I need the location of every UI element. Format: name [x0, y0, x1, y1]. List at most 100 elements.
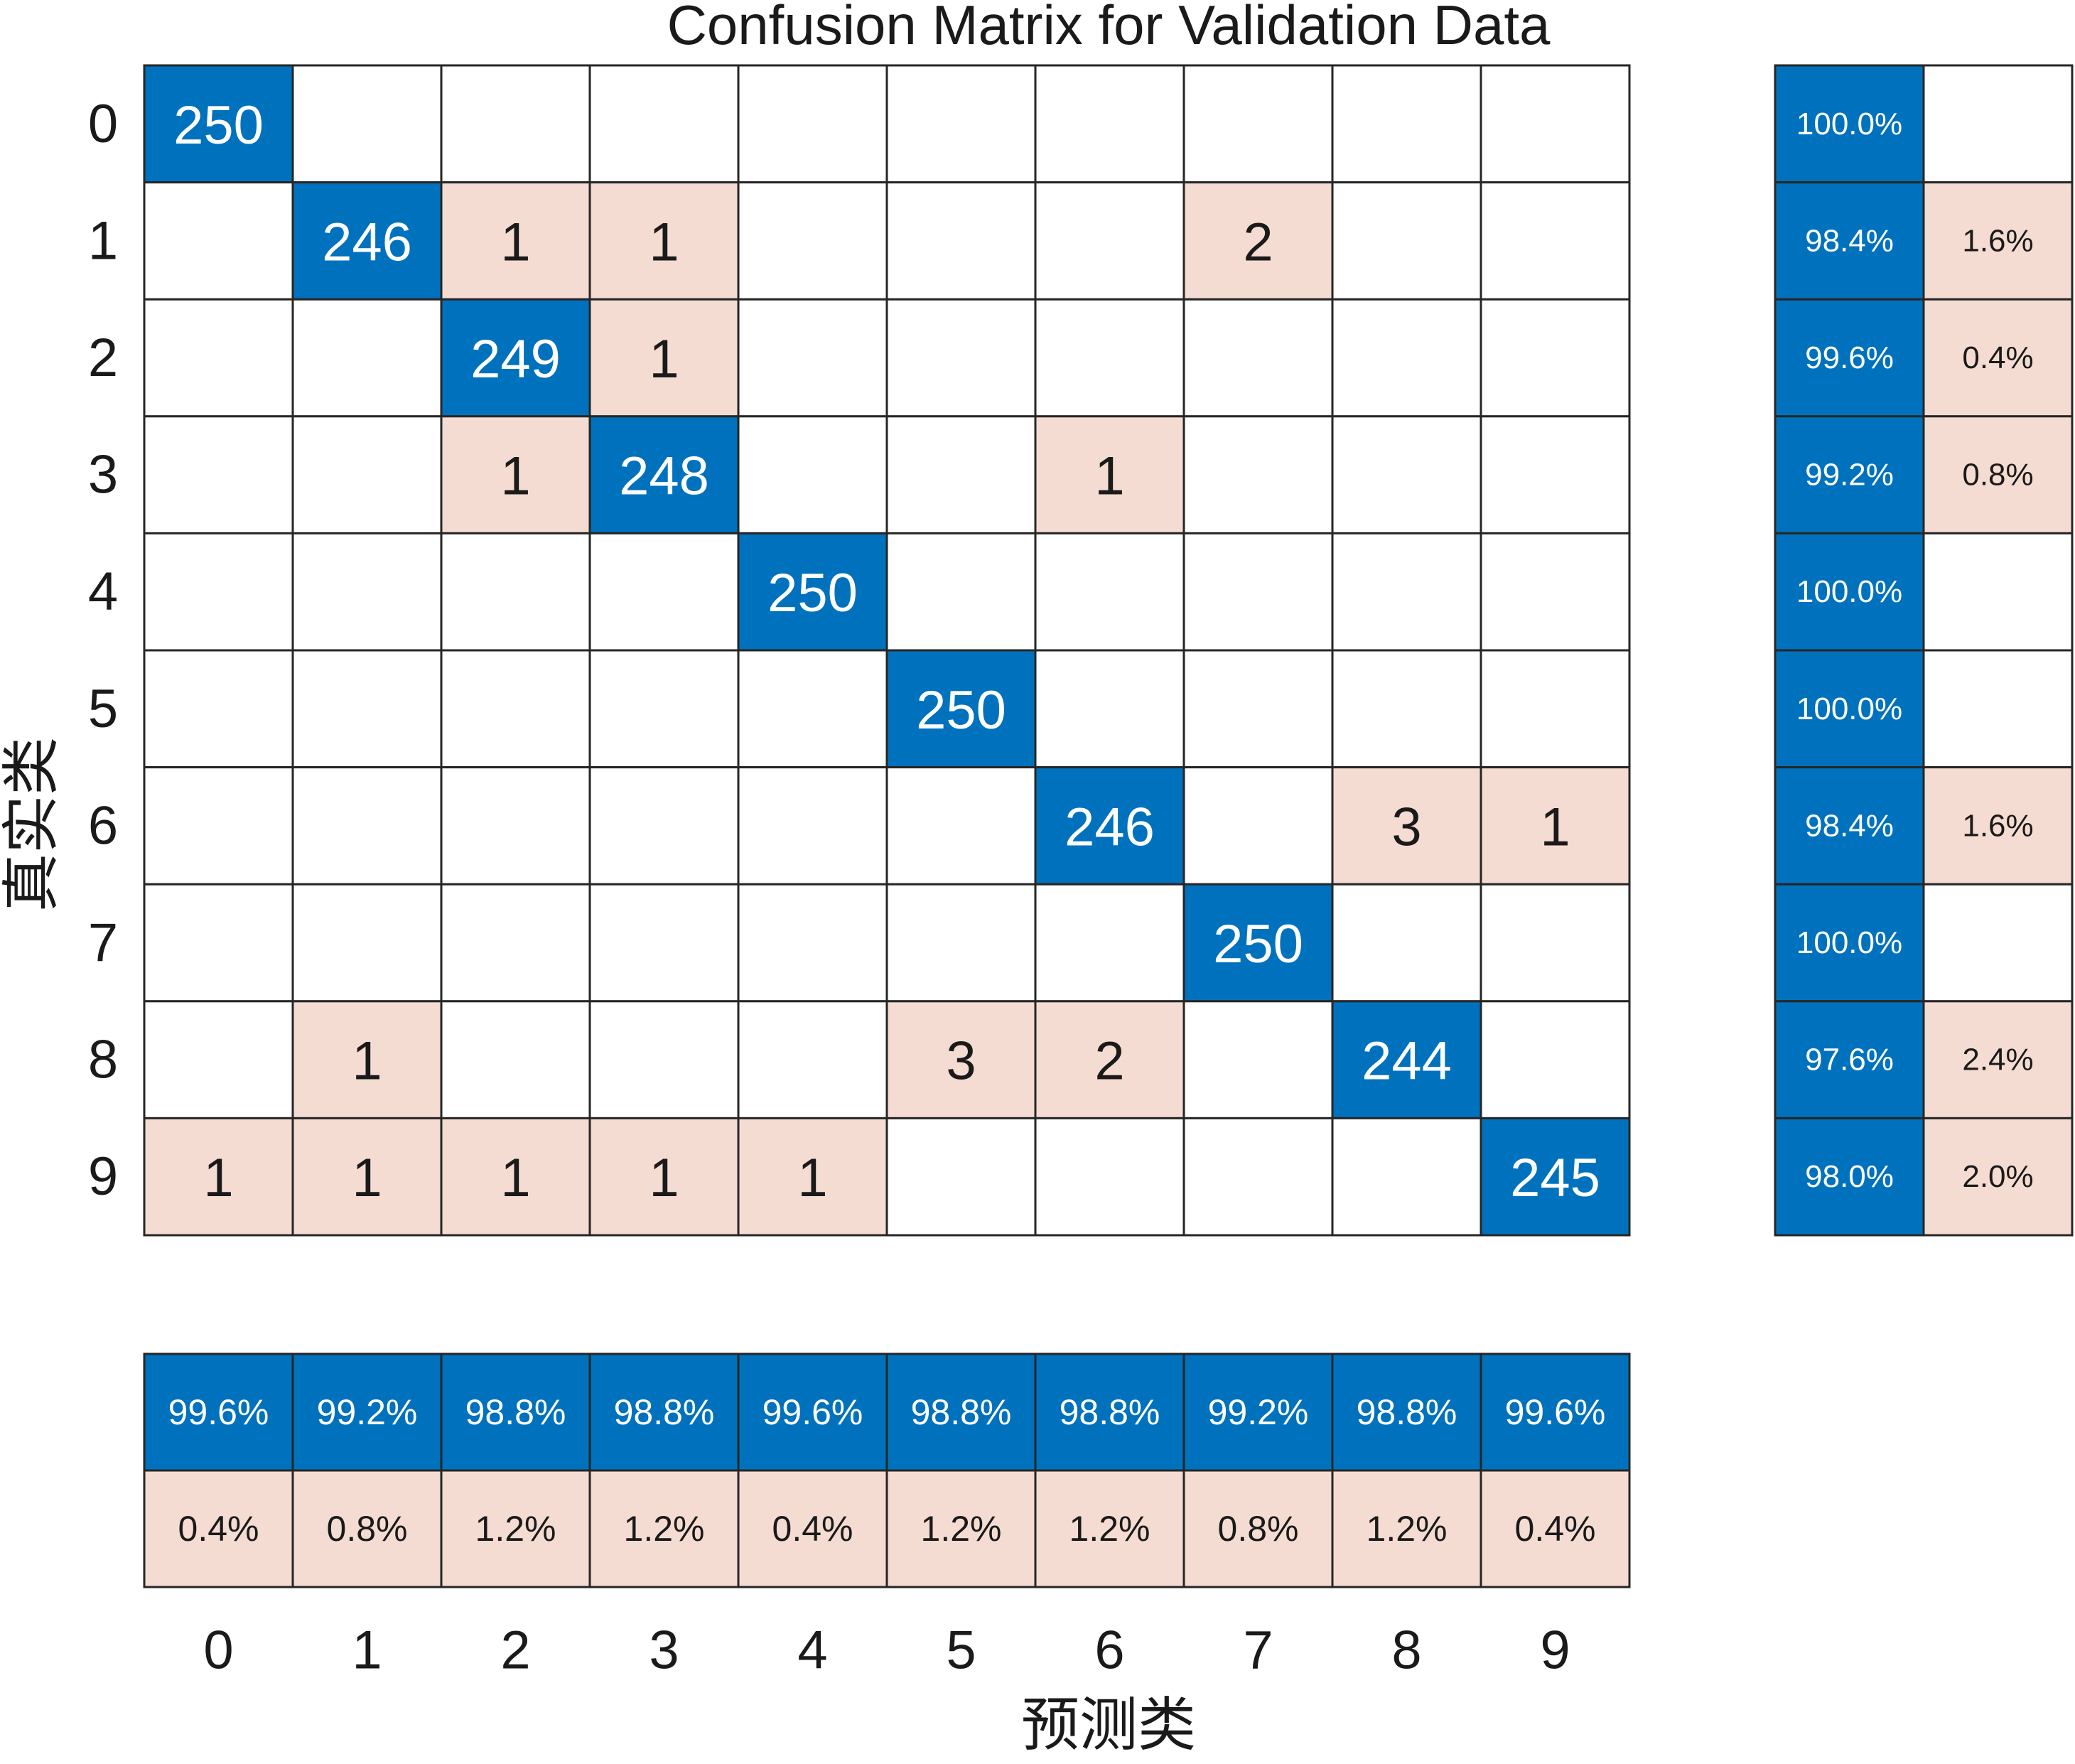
matrix-cell: [1331, 298, 1482, 418]
column-summary-correct-cell: [588, 1352, 740, 1472]
matrix-cell: [291, 415, 443, 534]
matrix-cell: [291, 649, 443, 769]
matrix-cell: [885, 181, 1037, 301]
column-tick-label: 5: [946, 1620, 976, 1681]
matrix-cell: [737, 1000, 888, 1119]
column-summary-incorrect-cell: [440, 1469, 591, 1588]
column-summary-incorrect-cell: [291, 1469, 443, 1588]
matrix-cell: [1182, 415, 1334, 534]
x-axis-label: 预测类: [1021, 1692, 1196, 1759]
matrix-cell: [885, 1117, 1037, 1237]
matrix-cell: [1480, 532, 1631, 652]
matrix-cell: [1480, 883, 1631, 1003]
matrix-cell: [885, 1000, 1037, 1119]
row-summary-incorrect-cell: [1922, 766, 2074, 886]
matrix-cell: [1182, 532, 1334, 652]
matrix-cell: [1182, 64, 1334, 184]
row-summary-incorrect-cell: [1922, 64, 2074, 184]
column-tick-label: 9: [1540, 1620, 1570, 1681]
matrix-cell: [291, 766, 443, 886]
matrix-cell: [440, 64, 591, 184]
column-tick-label: 7: [1243, 1620, 1273, 1681]
matrix-cell: [440, 415, 591, 534]
row-summary-correct-value: 100.0%: [1796, 692, 1902, 726]
matrix-cell: [1182, 1117, 1334, 1237]
row-summary-correct-cell: [1774, 1117, 1925, 1237]
column-summary-correct-value: 98.8%: [911, 1392, 1012, 1432]
row-summary-correct-cell: [1774, 64, 1925, 184]
matrix-cell: [737, 181, 888, 301]
row-tick-label: 7: [88, 913, 118, 973]
row-summary-correct-value: 100.0%: [1796, 925, 1902, 960]
matrix-cell: [440, 532, 591, 652]
matrix-cell: [440, 181, 591, 301]
row-summary-incorrect-cell: [1922, 1000, 2074, 1119]
column-summary-incorrect-cell: [1480, 1469, 1631, 1588]
row-summary-correct-value: 100.0%: [1796, 574, 1902, 609]
matrix-cell: [885, 883, 1037, 1003]
matrix-cell: [440, 298, 591, 418]
matrix-cell-value: 2: [1243, 212, 1273, 272]
matrix-cell: [143, 883, 294, 1003]
matrix-cell: [291, 532, 443, 652]
row-tick-label: 5: [88, 679, 118, 739]
matrix-cell: [588, 766, 740, 886]
row-summary-correct-value: 98.4%: [1805, 808, 1894, 843]
matrix-cell: [1034, 181, 1185, 301]
column-summary-incorrect-value: 0.4%: [1515, 1509, 1596, 1549]
column-summary-incorrect-value: 1.2%: [1069, 1509, 1150, 1549]
column-summary-correct-value: 98.8%: [465, 1392, 566, 1432]
matrix-cell: [885, 298, 1037, 418]
matrix-cell: [1331, 181, 1482, 301]
matrix-cell: [1182, 1000, 1334, 1119]
matrix-cell: [1331, 415, 1482, 534]
matrix-cell-value: 1: [500, 446, 530, 507]
matrix-cell: [885, 766, 1037, 886]
matrix-cell: [885, 64, 1037, 184]
row-summary-correct-value: 98.0%: [1805, 1159, 1894, 1194]
matrix-cell: [1331, 532, 1482, 652]
row-summary-incorrect-cell: [1922, 883, 2074, 1003]
matrix-cell-value: 1: [1540, 797, 1570, 857]
row-summary-incorrect-cell: [1922, 415, 2074, 534]
matrix-cell-value: 1: [649, 329, 679, 389]
row-tick-labels: 0 1 2 3 4 5 6 7 8 9: [88, 94, 118, 1207]
row-summary-correct-cell: [1774, 181, 1925, 301]
matrix-cell-value: 1: [352, 1148, 382, 1208]
matrix-cell: [737, 766, 888, 886]
matrix-cell: [1480, 298, 1631, 418]
chart-title: Confusion Matrix for Validation Data: [667, 0, 1551, 56]
row-summary: 100.0% 98.4% 1.6% 99.6% 0.4% 99.2% 0.8% 100.0% 1…: [1774, 64, 2074, 1237]
matrix-cell: [1034, 649, 1185, 769]
row-summary-incorrect-cell: [1922, 532, 2074, 652]
row-tick-label: 0: [88, 94, 118, 154]
column-summary-incorrect-cell: [588, 1469, 740, 1588]
matrix-cell: [885, 532, 1037, 652]
column-summary-incorrect-cell: [1034, 1469, 1185, 1588]
column-summary-incorrect-cell: [1331, 1469, 1482, 1588]
row-summary-incorrect-cell: [1922, 1117, 2074, 1237]
column-tick-label: 8: [1391, 1620, 1421, 1681]
matrix-cell: [1331, 1000, 1482, 1119]
matrix-cell: [1034, 532, 1185, 652]
column-tick-label: 1: [352, 1620, 382, 1681]
matrix-cell-value: 245: [1510, 1148, 1600, 1208]
column-summary-incorrect-value: 0.4%: [178, 1509, 259, 1549]
column-summary-correct-value: 98.8%: [1060, 1392, 1160, 1432]
row-summary-incorrect-value: 2.0%: [1962, 1159, 2033, 1194]
column-summary-incorrect-value: 1.2%: [921, 1509, 1002, 1549]
matrix-cell-value: 2: [1094, 1031, 1124, 1092]
matrix-cell: [291, 64, 443, 184]
matrix-cell: [1480, 1117, 1631, 1237]
matrix-cell-value: 1: [203, 1148, 233, 1208]
matrix-cell-value: 250: [916, 680, 1006, 741]
matrix-cell: [737, 64, 888, 184]
column-summary-correct-cell: [1331, 1352, 1482, 1472]
column-summary-correct-cell: [440, 1352, 591, 1472]
matrix-cell: [1331, 1117, 1482, 1237]
column-summary-correct-cell: [1480, 1352, 1631, 1472]
matrix-cell: [440, 1117, 591, 1237]
y-axis-label: 真实类: [0, 737, 65, 912]
matrix-cell: [1034, 415, 1185, 534]
matrix-cell-value: 246: [1065, 797, 1155, 857]
